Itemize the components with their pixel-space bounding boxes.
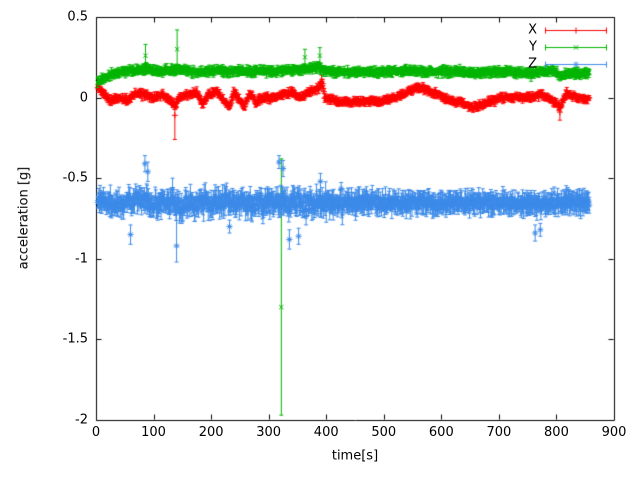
x-tick-label: 800: [544, 425, 569, 440]
x-tick-label: 0: [91, 425, 101, 440]
y-tick-label: -1.5: [62, 331, 88, 347]
x-tick-label: 900: [601, 425, 627, 440]
y-tick-label: -1: [75, 251, 88, 267]
x-tick-label: 500: [371, 425, 397, 440]
x-tick-label: 100: [141, 425, 166, 440]
x-tick-label: 400: [313, 425, 339, 440]
legend-label-z: Z: [528, 56, 537, 72]
y-tick-label: 0.5: [67, 9, 88, 25]
x-tick-label: 600: [428, 425, 454, 440]
y-tick-label: 0: [79, 90, 88, 106]
legend-label-y: Y: [529, 39, 537, 55]
legend-label-x: X: [528, 22, 537, 38]
x-axis-label: time[s]: [331, 448, 379, 464]
x-tick-label: 700: [486, 425, 512, 440]
y-tick-label: -0.5: [62, 170, 88, 186]
y-tick-label: -2: [75, 412, 88, 428]
x-tick-label: 200: [198, 425, 224, 440]
x-tick-label: 300: [256, 425, 282, 440]
